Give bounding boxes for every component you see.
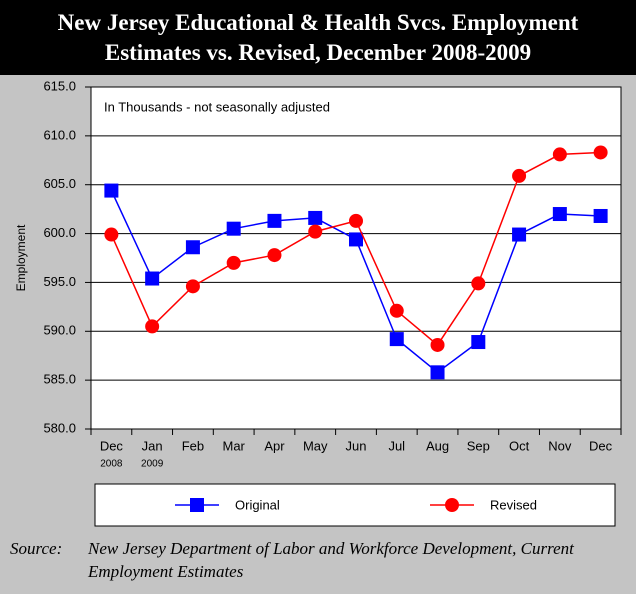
x-tick-label: Feb [182,438,204,453]
marker [389,332,404,347]
source-text: New Jersey Department of Labor and Workf… [88,539,574,581]
marker [145,271,160,286]
marker [104,227,119,242]
marker [471,335,486,350]
marker [185,240,200,255]
x-tick-label: Jun [346,438,367,453]
marker [471,276,486,291]
marker [389,303,404,318]
y-axis-label: Employment [14,224,28,291]
x-tick-label: Dec [100,438,124,453]
x-tick-label: Dec [589,438,613,453]
legend-marker [190,498,204,512]
marker [308,224,323,239]
marker [104,183,119,198]
source-label: Source: [10,539,63,558]
x-tick-label: Sep [467,438,490,453]
marker [552,147,567,162]
marker [308,210,323,225]
x-tick-label: Jul [388,438,405,453]
legend-marker [445,498,459,512]
y-tick-label: 600.0 [43,225,76,240]
x-tick-label: Apr [264,438,285,453]
legend-label: Revised [490,497,537,512]
y-tick-label: 615.0 [43,78,76,93]
marker [267,248,282,263]
y-tick-label: 595.0 [43,274,76,289]
legend-label: Original [235,497,280,512]
x-tick-label: Oct [509,438,530,453]
x-tick-label: Jan [142,438,163,453]
marker [349,232,363,247]
x-tick-label: May [303,438,328,453]
x-tick-label: Nov [548,438,572,453]
y-tick-label: 580.0 [43,420,76,435]
marker [267,213,282,228]
y-tick-label: 605.0 [43,176,76,191]
x-tick-label: Aug [426,438,449,453]
marker [145,319,160,334]
x-tick-sublabel: 2009 [141,459,164,470]
chart: In Thousands - not seasonally adjusted E… [14,78,622,527]
x-tick-sublabel: 2008 [100,459,123,470]
marker [226,221,241,236]
marker [593,145,608,160]
x-tick-label: Mar [222,438,245,453]
plot-area [90,86,622,430]
marker [593,208,608,223]
marker [512,168,527,183]
marker [552,207,567,222]
legend-box [94,483,616,527]
y-tick-label: 590.0 [43,323,76,338]
chart-title: New Jersey Educational & Health Svcs. Em… [0,0,636,75]
marker [226,255,241,270]
marker [430,337,445,352]
y-tick-label: 585.0 [43,372,76,387]
marker [512,227,527,242]
annotation: In Thousands - not seasonally adjusted [104,99,330,114]
y-tick-label: 610.0 [43,127,76,142]
marker [430,365,445,380]
marker [349,213,363,228]
source-note: Source: New Jersey Department of Labor a… [10,537,630,583]
marker [185,279,200,294]
